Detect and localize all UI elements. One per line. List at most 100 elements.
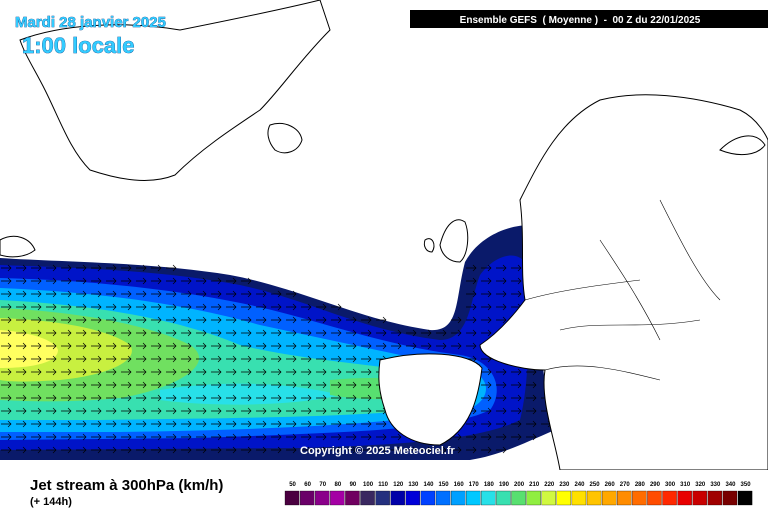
- scale-label: 110: [378, 482, 388, 488]
- wind-arrow: [166, 329, 177, 337]
- wind-arrow: [181, 277, 192, 285]
- wind-arrow: [376, 316, 387, 324]
- scale-label: 90: [350, 482, 357, 488]
- wind-arrow: [61, 394, 72, 402]
- wind-arrow: [46, 381, 57, 389]
- wind-arrow: [76, 342, 87, 350]
- wind-arrow: [316, 316, 327, 324]
- wind-arrow: [211, 290, 222, 298]
- wind-arrow: [166, 420, 177, 428]
- wind-arrow: [211, 420, 222, 428]
- wind-arrow: [1, 303, 12, 311]
- wind-arrow: [31, 290, 42, 298]
- wind-arrow: [46, 264, 57, 272]
- wind-arrow: [421, 446, 432, 454]
- wind-arrow: [121, 303, 132, 311]
- wind-arrow: [181, 446, 192, 454]
- wind-arrow: [181, 407, 192, 415]
- wind-arrow: [466, 420, 477, 428]
- wind-arrow: [361, 381, 372, 389]
- wind-arrow: [61, 420, 72, 428]
- wind-arrow: [346, 446, 357, 454]
- wind-arrow: [166, 381, 177, 389]
- wind-arrow: [166, 355, 177, 363]
- wind-arrow: [481, 290, 492, 298]
- wind-arrow: [271, 303, 282, 311]
- scale-label: 340: [725, 482, 736, 488]
- wind-arrow: [511, 394, 522, 402]
- scale-label: 140: [423, 482, 434, 488]
- wind-arrow: [346, 342, 357, 350]
- wind-arrow: [466, 329, 477, 337]
- wind-arrow: [511, 290, 522, 298]
- wind-arrow: [16, 394, 27, 402]
- wind-arrow: [256, 433, 267, 441]
- scale-swatch: [526, 490, 541, 506]
- wind-arrow: [16, 290, 27, 298]
- wind-arrow: [226, 303, 237, 311]
- wind-arrow: [241, 433, 252, 441]
- scale-swatch: [601, 490, 617, 506]
- wind-arrow: [496, 303, 507, 311]
- wind-arrow: [241, 368, 252, 376]
- wind-arrow: [226, 446, 237, 454]
- wind-arrow: [256, 329, 267, 337]
- wind-arrow: [181, 290, 192, 298]
- wind-arrow: [241, 446, 252, 454]
- wind-arrow: [106, 381, 117, 389]
- wind-arrow: [271, 446, 282, 454]
- wind-arrow: [481, 433, 492, 441]
- wind-arrow: [526, 407, 537, 415]
- wind-arrow: [241, 420, 252, 428]
- wind-arrow: [331, 407, 342, 415]
- wind-arrow: [316, 329, 327, 337]
- copyright: Copyright © 2025 Meteociel.fr: [300, 445, 456, 457]
- wind-arrow: [226, 394, 237, 402]
- wind-arrow: [316, 381, 327, 389]
- wind-arrow: [376, 433, 387, 441]
- wind-arrow: [76, 290, 87, 298]
- wind-arrow: [346, 407, 357, 415]
- wind-arrow: [286, 407, 297, 415]
- wind-arrow: [301, 316, 312, 324]
- wind-arrow: [241, 277, 252, 285]
- wind-arrow: [31, 316, 42, 324]
- wind-arrow: [241, 316, 252, 324]
- wind-arrow: [421, 342, 432, 350]
- date-label: Mardi 28 janvier 2025: [15, 14, 166, 31]
- wind-arrow: [151, 420, 162, 428]
- wind-arrow: [181, 368, 192, 376]
- wind-arrow: [121, 277, 132, 285]
- scale-swatch: [481, 490, 496, 506]
- scale-label: 320: [695, 482, 706, 488]
- scale-swatch: [722, 490, 738, 506]
- wind-arrow: [151, 446, 162, 454]
- scale-label: 100: [363, 482, 374, 488]
- wind-arrow: [256, 342, 267, 350]
- wind-arrow: [76, 355, 87, 363]
- wind-arrow: [16, 342, 27, 350]
- wind-arrow: [61, 342, 72, 350]
- wind-arrow: [316, 368, 327, 376]
- wind-arrow: [61, 446, 72, 454]
- wind-arrow: [1, 446, 12, 454]
- wind-arrow: [61, 355, 72, 363]
- wind-arrow: [286, 446, 297, 454]
- wind-arrow: [346, 355, 357, 363]
- wind-arrow: [226, 290, 237, 298]
- wind-arrow: [31, 277, 42, 285]
- wind-arrow: [511, 433, 522, 441]
- wind-arrow: [76, 407, 87, 415]
- wind-arrow: [376, 342, 387, 350]
- wind-arrow: [151, 342, 162, 350]
- wind-arrow: [346, 368, 357, 376]
- wind-arrow: [301, 355, 312, 363]
- wind-arrow: [91, 446, 102, 454]
- wind-arrow: [301, 433, 312, 441]
- scale-label: 120: [393, 482, 404, 488]
- wind-arrow: [481, 316, 492, 324]
- scale-swatch: [375, 490, 390, 506]
- wind-arrow: [466, 264, 477, 272]
- wind-arrow: [166, 316, 177, 324]
- wind-arrow: [346, 381, 357, 389]
